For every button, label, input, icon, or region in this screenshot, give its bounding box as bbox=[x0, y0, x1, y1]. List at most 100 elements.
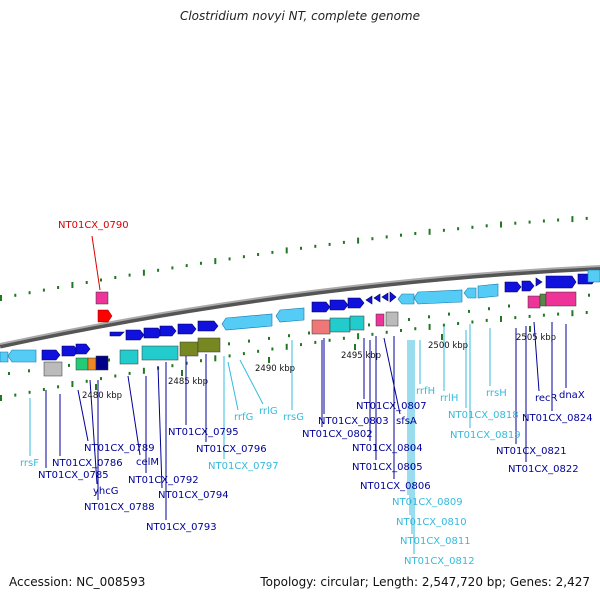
track-dot bbox=[71, 282, 74, 288]
gene-label: NT01CX_0788 bbox=[84, 502, 155, 513]
track-dot bbox=[200, 359, 202, 363]
track-dot bbox=[57, 385, 60, 389]
leader-line bbox=[227, 361, 239, 411]
gene-label: NT01CX_0789 bbox=[84, 443, 155, 454]
track-dot bbox=[485, 318, 488, 322]
track-dot bbox=[428, 315, 430, 319]
track-dot bbox=[428, 228, 431, 235]
track-dot bbox=[414, 327, 417, 331]
gene-label: rrsH bbox=[486, 388, 507, 399]
gene-label: NT01CX_0785 bbox=[38, 470, 109, 481]
gene-label: NT01CX_0806 bbox=[360, 481, 431, 492]
gene-label: NT01CX_0807 bbox=[356, 401, 427, 412]
track-dot bbox=[271, 250, 274, 254]
track-dot bbox=[488, 307, 490, 311]
gene-label: NT01CX_0797 bbox=[208, 461, 279, 472]
gene-label: rrfG bbox=[234, 412, 253, 423]
track-dot bbox=[588, 293, 590, 297]
track-dot bbox=[571, 216, 574, 223]
track-dot bbox=[585, 311, 588, 314]
track-dot bbox=[471, 225, 474, 229]
track-dot bbox=[57, 286, 60, 289]
gene-label: NT01CX_0804 bbox=[352, 443, 423, 454]
track-dot bbox=[557, 312, 560, 316]
track-dot bbox=[42, 288, 45, 292]
track-dot bbox=[528, 314, 531, 318]
track-dot bbox=[157, 268, 160, 272]
gene-label: NT01CX_0821 bbox=[496, 446, 567, 457]
track-dot bbox=[400, 233, 402, 237]
track-dot bbox=[228, 342, 230, 346]
track-dot bbox=[85, 379, 88, 383]
gene-label: NT01CX_0818 bbox=[448, 410, 519, 421]
gene-label: rrfH bbox=[416, 386, 435, 397]
gene-label: rrsG bbox=[283, 412, 304, 423]
track-dot bbox=[71, 381, 74, 387]
track-dot bbox=[500, 316, 502, 322]
track-dot bbox=[185, 361, 188, 365]
track-dot bbox=[214, 258, 217, 265]
track-dot bbox=[142, 269, 145, 276]
track-dot bbox=[428, 323, 431, 330]
gene-label: rrlH bbox=[440, 393, 458, 404]
track-dot bbox=[100, 278, 102, 282]
leader-line bbox=[157, 365, 163, 489]
leader-line bbox=[89, 379, 98, 485]
track-dot bbox=[42, 388, 45, 391]
tick-label: 2500 kbp bbox=[428, 341, 468, 351]
gene-label: NT01CX_0793 bbox=[146, 522, 217, 533]
track-dot bbox=[442, 228, 445, 232]
track-dot bbox=[257, 349, 260, 353]
gene-label: rrlG bbox=[259, 406, 278, 417]
tick-label: 2490 kbp bbox=[255, 364, 295, 374]
gene-label: NT01CX_0812 bbox=[404, 556, 475, 567]
track-dot bbox=[108, 358, 110, 362]
track-dot bbox=[214, 355, 217, 362]
gene-label: NT01CX_0795 bbox=[168, 427, 239, 438]
track-dot bbox=[128, 371, 131, 375]
tick-label: 2485 kbp bbox=[168, 377, 208, 387]
leader-line bbox=[533, 321, 540, 392]
track-dot bbox=[457, 322, 460, 325]
track-dot bbox=[171, 364, 174, 368]
track-dot bbox=[114, 276, 117, 279]
gene-label: NT01CX_0794 bbox=[158, 490, 229, 501]
map-title: Clostridium novyi NT, complete genome bbox=[179, 9, 421, 23]
track-dot bbox=[185, 264, 188, 268]
track-dot bbox=[268, 336, 270, 340]
track-dot bbox=[28, 390, 31, 394]
gene-label: NT01CX_0792 bbox=[128, 475, 199, 486]
track-dot bbox=[171, 266, 174, 270]
gene-label: NT01CX_0809 bbox=[392, 497, 463, 508]
track-dot bbox=[314, 244, 317, 248]
track-dot bbox=[257, 253, 260, 256]
leader-line bbox=[383, 337, 401, 415]
gene-label: NT01CX_0822 bbox=[508, 464, 579, 475]
reverse-strand-boxes bbox=[43, 291, 577, 377]
gene-label: NT01CX_0796 bbox=[196, 444, 267, 455]
leader-line bbox=[77, 389, 89, 442]
track-dot bbox=[585, 216, 588, 220]
track-dot bbox=[28, 291, 31, 295]
gene-label: rrsF bbox=[20, 458, 39, 469]
track-dot bbox=[448, 312, 450, 316]
gene-label: NT01CX_0805 bbox=[352, 462, 423, 473]
track-dot bbox=[285, 343, 288, 350]
track-dot bbox=[300, 343, 302, 347]
track-dot bbox=[457, 227, 460, 231]
track-dot bbox=[542, 219, 545, 223]
track-dot bbox=[248, 339, 250, 343]
highlight-leader-line bbox=[91, 235, 101, 291]
track-dot bbox=[385, 235, 388, 239]
track-dot bbox=[342, 336, 345, 340]
track-dot bbox=[400, 329, 402, 332]
track-dot bbox=[385, 330, 388, 334]
track-dot bbox=[357, 333, 360, 340]
track-dot bbox=[228, 257, 231, 261]
rrna-arrows bbox=[0, 269, 600, 363]
track-dot bbox=[342, 240, 345, 244]
track-dot bbox=[242, 255, 245, 259]
